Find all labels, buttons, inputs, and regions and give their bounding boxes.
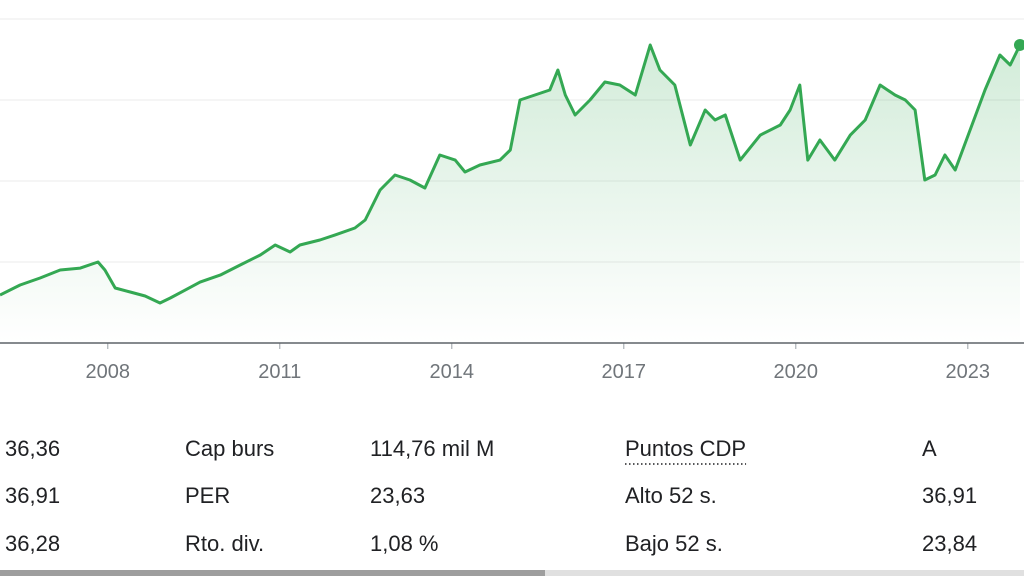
metric-value: 36,91 bbox=[5, 483, 60, 508]
x-tick-label: 2014 bbox=[430, 361, 475, 383]
metric-value: 36,28 bbox=[5, 531, 60, 556]
x-tick-label: 2008 bbox=[86, 361, 131, 383]
metric-label: Rto. div. bbox=[185, 531, 264, 556]
metric-label: Bajo 52 s. bbox=[625, 531, 723, 556]
x-tick-label: 2011 bbox=[258, 361, 301, 383]
metric-value: 1,08 % bbox=[370, 531, 439, 556]
metric-value: A bbox=[922, 436, 937, 461]
x-tick-label: 2023 bbox=[946, 361, 991, 383]
metric-value: 114,76 mil M bbox=[370, 436, 494, 461]
x-tick-label: 2020 bbox=[774, 361, 819, 383]
metric-value: 36,91 bbox=[922, 483, 977, 508]
metric-label: Cap burs bbox=[185, 436, 274, 461]
plot: 2008 2011 2014 2017 2020 2023 bbox=[0, 18, 1024, 383]
x-tick-label: 2017 bbox=[602, 361, 647, 383]
stats-table: 36,36 Cap burs 114,76 mil M Puntos CDP A 36,9… bbox=[5, 436, 977, 556]
metric-link[interactable]: Puntos CDP bbox=[625, 436, 746, 461]
metric-value: 36,36 bbox=[5, 436, 60, 461]
last-point bbox=[1013, 38, 1024, 51]
metric-value: 23,63 bbox=[370, 483, 425, 508]
metric-label: PER bbox=[185, 483, 230, 508]
metric-label: Alto 52 s. bbox=[625, 483, 717, 508]
metric-value: 23,84 bbox=[922, 531, 977, 556]
price-line bbox=[0, 43, 1022, 305]
scrollbar-thumb[interactable] bbox=[0, 570, 545, 576]
area-fill bbox=[0, 45, 1020, 343]
